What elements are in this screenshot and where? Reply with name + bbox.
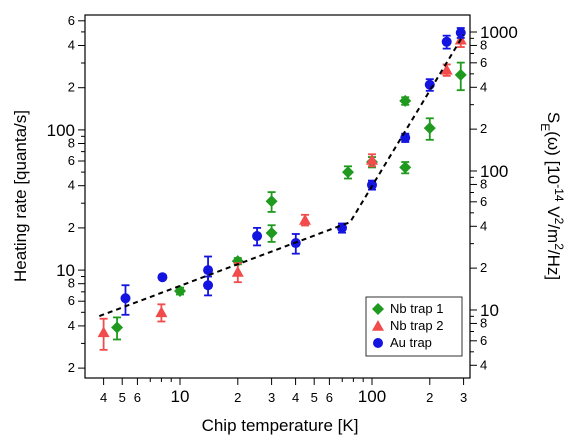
x-tick-label: 3 — [460, 390, 467, 405]
x-tick-label: 4 — [100, 390, 107, 405]
x-tick-label: 100 — [358, 387, 386, 406]
legend-marker — [372, 303, 384, 315]
y2-label-part: E — [538, 123, 552, 131]
y-axis-label: Heating rate [quanta/s] — [11, 110, 30, 282]
x-tick-label: 3 — [268, 390, 275, 405]
point — [299, 213, 312, 225]
point — [423, 122, 436, 135]
x-tick-label: 6 — [134, 390, 141, 405]
y2-tick-label: 6 — [480, 333, 487, 348]
x-tick-label: 5 — [311, 390, 318, 405]
y2-label-part: /m — [544, 224, 563, 243]
point — [365, 154, 378, 165]
y2-tick-label: 4 — [480, 357, 487, 372]
y-tick-label: 10 — [56, 261, 75, 280]
y-tick-label: 2 — [68, 220, 75, 235]
y2-tick-label: 1000 — [480, 23, 518, 42]
point — [441, 36, 452, 47]
y2-label-part: 2 — [552, 243, 566, 250]
point — [155, 306, 168, 318]
y2-label-part: -14 — [552, 184, 566, 202]
y2-tick-label: 4 — [480, 79, 487, 94]
y2-tick-label: 8 — [480, 176, 487, 191]
point — [265, 226, 278, 239]
y-tick-label: 4 — [68, 178, 75, 193]
x-tick-label: 2 — [426, 390, 433, 405]
y-tick-label: 4 — [68, 318, 75, 333]
y2-label-part: V — [544, 202, 563, 219]
plot-frame — [84, 14, 471, 379]
legend-marker — [373, 338, 383, 348]
y2-tick-label: 8 — [480, 315, 487, 330]
fit-line — [98, 34, 465, 318]
point — [341, 166, 354, 179]
point — [424, 79, 435, 90]
legend-marker — [372, 320, 384, 331]
y2-label-part: (ω) [10 — [544, 131, 563, 184]
point — [265, 195, 278, 208]
y-tick-label: 2 — [68, 360, 75, 375]
point — [157, 272, 168, 283]
point — [252, 231, 263, 242]
legend-label: Au trap — [390, 335, 432, 350]
y-tick-label: 6 — [68, 293, 75, 308]
point — [454, 68, 467, 81]
y2-tick-label: 6 — [480, 55, 487, 70]
x-tick-label: 4 — [292, 390, 299, 405]
point — [97, 326, 110, 338]
x-tick-label: 2 — [234, 390, 241, 405]
point — [399, 161, 412, 174]
point — [231, 265, 244, 277]
point — [455, 27, 466, 38]
y2-tick-label: 8 — [480, 37, 487, 52]
y2-tick-label: 4 — [480, 218, 487, 233]
x-axis-label: Chip temperature [K] — [202, 416, 359, 435]
legend-label: Nb trap 1 — [390, 301, 443, 316]
y2-tick-label: 2 — [480, 260, 487, 275]
legend-box — [365, 296, 463, 357]
x-tick-label: 6 — [326, 390, 333, 405]
point — [203, 265, 214, 276]
y2-tick-label: 100 — [480, 162, 508, 181]
point — [120, 293, 131, 304]
legend-label: Nb trap 2 — [390, 318, 443, 333]
y-tick-label: 8 — [68, 276, 75, 291]
point — [399, 94, 412, 107]
point — [203, 280, 214, 291]
y-tick-label: 4 — [68, 37, 75, 52]
y2-tick-label: 6 — [480, 194, 487, 209]
y2-label-part: S — [544, 112, 563, 123]
x-tick-label: 10 — [171, 387, 190, 406]
y-tick-label: 8 — [68, 135, 75, 150]
point — [111, 321, 124, 334]
point — [440, 63, 453, 75]
y-tick-label: 6 — [68, 153, 75, 168]
y2-label-part: /Hz] — [544, 250, 563, 280]
y-tick-label: 2 — [68, 80, 75, 95]
y-tick-label: 100 — [47, 121, 75, 140]
point — [400, 132, 411, 143]
y2-tick-label: 10 — [480, 301, 499, 320]
y2-axis-label: SE(ω) [10-14 V2/m2/Hz] — [538, 112, 566, 280]
x-tick-label: 5 — [119, 390, 126, 405]
y2-label-part: 2 — [552, 218, 566, 225]
y-tick-label: 6 — [68, 13, 75, 28]
y2-tick-label: 2 — [480, 121, 487, 136]
